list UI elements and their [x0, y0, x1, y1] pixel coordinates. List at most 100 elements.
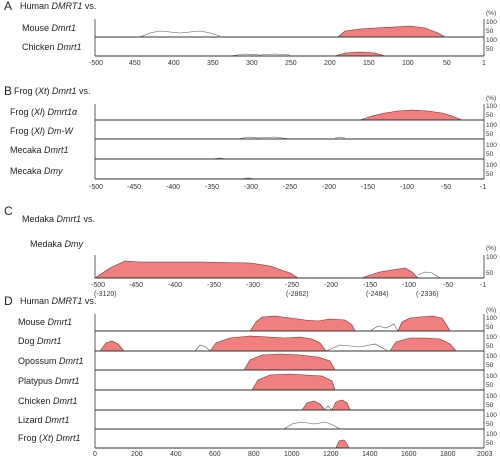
panel-d-row-label: Dog Dmrt1: [18, 336, 62, 346]
panel-d-tick: 1200: [323, 451, 339, 457]
panel-d-frog-peak: [335, 439, 350, 449]
panel-c-tick: -250: [285, 282, 299, 289]
panel-b-pct-50: 50: [486, 151, 494, 158]
panel-b-pct-100: 100: [486, 122, 497, 129]
panel-d-pct-100: 100: [486, 412, 497, 419]
panel-c-pct-50: 50: [486, 270, 494, 277]
panel-d-chicken-trace: [324, 405, 333, 411]
panel-a-mouse-trace: [139, 30, 221, 38]
panel-c-tick: -500: [91, 282, 105, 289]
panel-d-title: Human DMRT1 vs.: [20, 296, 96, 306]
panel-a-tick: 200: [324, 60, 336, 67]
panel-d-row-label: Mouse Dmrt1: [18, 317, 72, 327]
panel-c-sub-tick: (-2484): [366, 291, 389, 298]
panel-d-letter: D: [4, 294, 13, 308]
panel-b-tick: -50: [441, 184, 451, 191]
panel-a-pct-unit: (%): [486, 10, 496, 17]
panel-d-pct-50: 50: [486, 324, 494, 331]
panel-c-title: Medaka Dmrt1 vs.: [22, 214, 95, 224]
panel-d-pct-100: 100: [486, 334, 497, 341]
panel-c-tick: -200: [324, 282, 338, 289]
panel-b-tick: -250: [283, 184, 297, 191]
panel-a-mouse-peak: [337, 25, 447, 38]
panel-a-tick: 300: [246, 60, 258, 67]
panel-c-tick: -1: [480, 282, 486, 289]
panel-a-x-ticks: -500 450 400 350 300 250 200 150 100 50 …: [89, 60, 486, 67]
panel-d-row-label: Opossum Dmrt1: [18, 356, 84, 366]
panel-b-tick: -150: [361, 184, 375, 191]
panel-a-tick: 50: [443, 60, 451, 67]
panel-a-tick: 400: [168, 60, 180, 67]
panel-d-pct-100: 100: [486, 373, 497, 380]
panel-d-tick: 1800: [440, 451, 456, 457]
panel-b-xl-dmw-trace: [237, 136, 291, 140]
panel-d-dog-peak-2: [209, 335, 327, 352]
panel-b-row-mecaka-dmrt1-label: Mecaka Dmrt1: [10, 145, 69, 155]
panel-d-tick: 1400: [362, 451, 378, 457]
panel-b-tick: -300: [244, 184, 258, 191]
panel-c-sub-tick: (-2336): [416, 291, 439, 298]
panel-b-tick: -100: [400, 184, 414, 191]
panel-b-title: Frog (Xt) Dmrt1 vs.: [14, 86, 91, 96]
panel-b-letter: B: [4, 84, 12, 98]
panel-c-sub-ticks: (-3120) (-2862) (-2484) (-2336): [94, 291, 439, 298]
panel-d-chicken-peak-2: [331, 399, 351, 411]
panel-b-pct-100: 100: [486, 103, 497, 110]
panel-c-tick: -300: [246, 282, 260, 289]
panel-b-row-xl-dmrt1-label: Frog (Xl) Dmrt1α: [10, 107, 78, 117]
panel-a-row-mouse-label: Mouse Dmrt1: [22, 23, 76, 33]
panel-a-tick: 150: [363, 60, 375, 67]
panel-b-pct-50: 50: [486, 131, 494, 138]
panel-c-tick: -400: [168, 282, 182, 289]
panel-d-dog-peak-3: [389, 337, 457, 352]
panel-a-row-chicken-label: Chicken Dmrt1: [22, 42, 82, 52]
panel-d-pct-50: 50: [486, 362, 494, 369]
panel-c-sub-tick: (-2862): [286, 291, 309, 298]
panel-b-tick: -350: [205, 184, 219, 191]
panel-d-platypus-peak: [251, 373, 336, 391]
panel-d-tick: 800: [248, 451, 260, 457]
panel-c-letter: C: [4, 204, 13, 218]
panel-c-tick: -150: [363, 282, 377, 289]
panel-b-pct-50: 50: [486, 112, 494, 119]
panel-b-pct-50: 50: [486, 171, 494, 178]
panel-d-x-ticks: 0 200 400 600 800 1000 1200 1400 1600 18…: [93, 451, 493, 457]
panel-a-mouse-pct-50: 50: [486, 28, 494, 35]
panel-d-row-label: Frog (Xt) Dmrt1: [18, 433, 81, 443]
panel-b-tick: -200: [322, 184, 336, 191]
panel-a-tick: -500: [89, 60, 103, 67]
panel-c-dmy-trace: [417, 271, 441, 279]
panel-d-pct-50: 50: [486, 343, 494, 350]
panel-a-tick: 350: [207, 60, 219, 67]
panel-d-tick: 200: [131, 451, 143, 457]
panel-c-tick: -100: [402, 282, 416, 289]
panel-d-mouse-peak-1: [249, 315, 356, 332]
panel-d-lizard-trace: [283, 421, 341, 430]
panel-d-pct-unit: (%): [486, 307, 496, 314]
panel-c-dmy-peak-small: [361, 267, 419, 279]
panel-b-x-ticks: -500 -450 -400 -350 -300 -250 -200 -150 …: [89, 184, 486, 191]
panel-d-mouse-trace: [369, 323, 399, 332]
panel-d-pct-100: 100: [486, 353, 497, 360]
panel-b-tick: -1: [480, 184, 486, 191]
panel-a-tick: 450: [129, 60, 141, 67]
panel-d-row-label: Chicken Dmrt1: [18, 396, 78, 406]
panel-b-pct-unit: (%): [486, 95, 496, 102]
panel-d-dog-peak-1: [99, 340, 125, 352]
panel-d-chicken-peak-1: [301, 400, 326, 411]
panel-d-tick: 1600: [401, 451, 417, 457]
panel-d-pct-50: 50: [486, 382, 494, 389]
panel-d-pct-50: 50: [486, 421, 494, 428]
panel-b-pct-100: 100: [486, 162, 497, 169]
panel-c-tick: -350: [207, 282, 221, 289]
panel-d-opossum-peak: [243, 353, 336, 371]
panel-d-tick: 2003: [477, 451, 493, 457]
panel-a-chicken-trace: [229, 53, 291, 57]
panel-d-tick: 600: [209, 451, 221, 457]
panel-c-row-dmy-label: Medaka Dmy: [30, 239, 84, 249]
panel-c-pct-unit: (%): [486, 245, 496, 252]
panel-d-pct-100: 100: [486, 431, 497, 438]
panel-d-pct-50: 50: [486, 440, 494, 447]
